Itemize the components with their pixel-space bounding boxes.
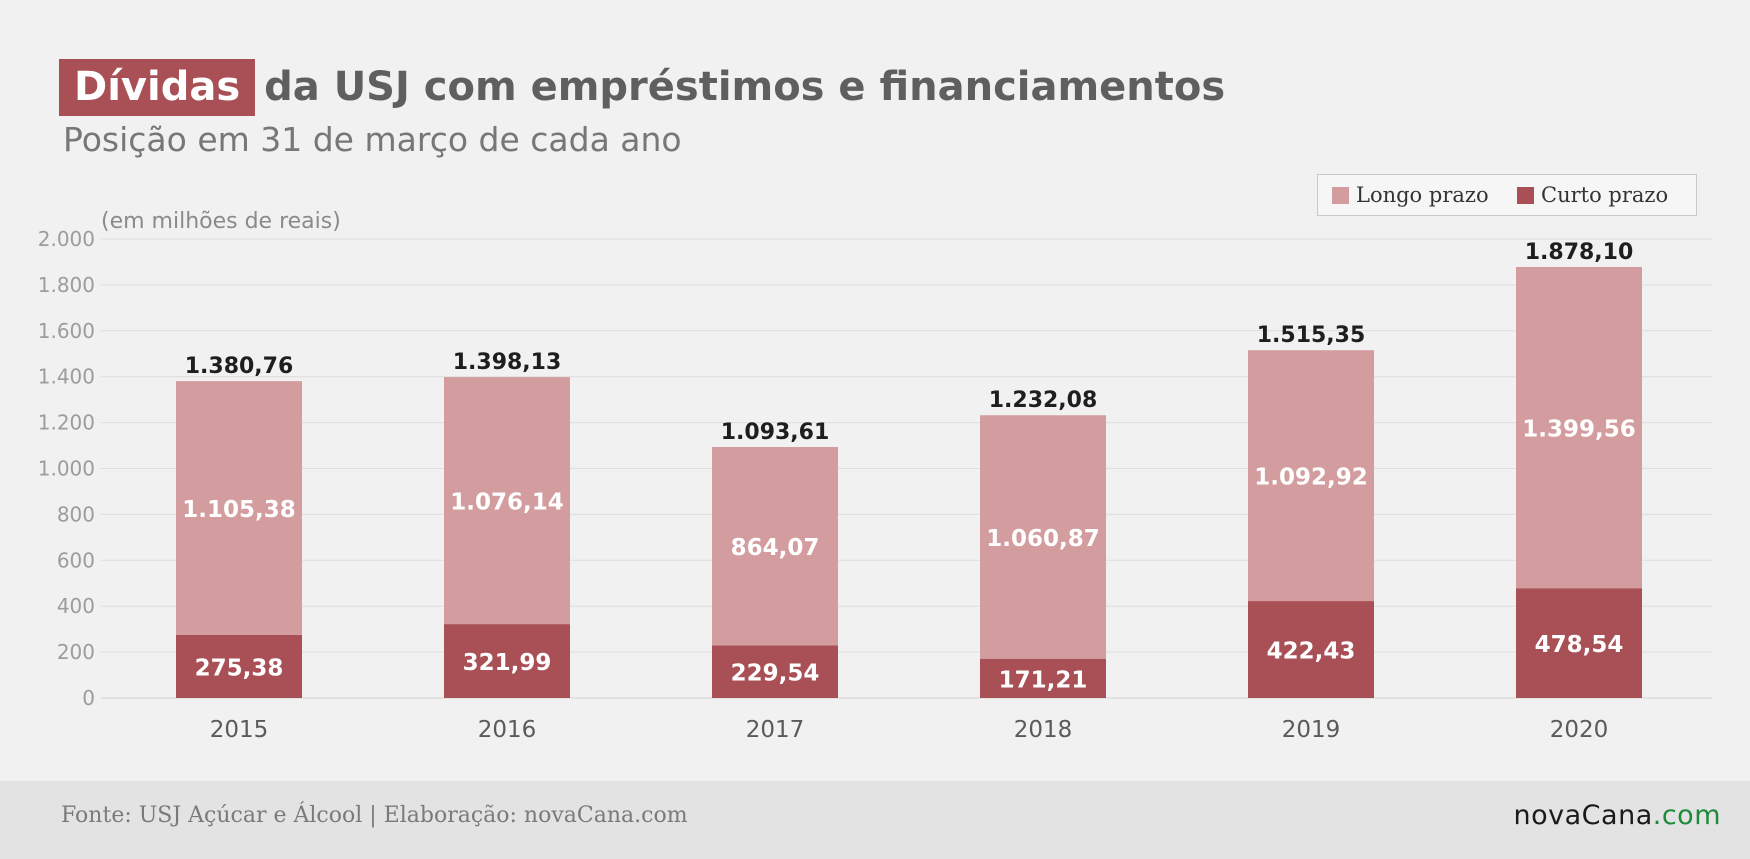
x-tick-label: 2020 [1550, 717, 1609, 743]
y-tick-label: 1.600 [38, 319, 95, 343]
total-label: 1.093,61 [721, 420, 830, 445]
data-label-longo-prazo: 1.399,56 [1522, 417, 1636, 443]
data-label-longo-prazo: 864,07 [731, 535, 820, 561]
novacana-logo: novaCana.com [1514, 800, 1721, 831]
bar-longo-prazo [980, 415, 1106, 659]
data-label-longo-prazo: 1.076,14 [450, 490, 564, 516]
gridlines [101, 238, 1712, 699]
data-label-curto-prazo: 275,38 [195, 655, 284, 681]
x-tick-label: 2016 [478, 717, 537, 743]
x-tick-label: 2017 [746, 717, 805, 743]
bar-longo-prazo [1516, 266, 1642, 589]
bar-longo-prazo [1248, 350, 1374, 602]
y-tick-label: 1.800 [38, 273, 95, 297]
total-label: 1.515,35 [1257, 323, 1366, 348]
total-label: 1.232,08 [989, 388, 1098, 413]
data-label-curto-prazo: 171,21 [999, 667, 1088, 693]
data-label-curto-prazo: 422,43 [1267, 639, 1356, 665]
y-tick-label: 1.000 [38, 457, 95, 481]
data-label-longo-prazo: 1.092,92 [1254, 465, 1368, 491]
y-tick-label: 1.400 [38, 365, 95, 389]
legend-item-curto-prazo: Curto prazo [1517, 175, 1668, 215]
y-axis-tick-labels: 0 200 400 600 800 1.000 1.200 1.400 1.600 1.800 2.… [38, 227, 95, 710]
bar-curto-prazo [444, 624, 570, 698]
footer: Fonte: USJ Açúcar e Álcool | Elaboração:… [0, 781, 1750, 859]
bar-curto-prazo [176, 634, 302, 698]
total-label: 1.878,10 [1525, 240, 1634, 265]
y-tick-label: 400 [57, 594, 95, 618]
data-label-longo-prazo: 1.105,38 [182, 497, 296, 523]
x-tick-label: 2018 [1014, 717, 1073, 743]
data-label-curto-prazo: 321,99 [463, 650, 552, 676]
x-tick-label: 2015 [210, 717, 269, 743]
y-tick-label: 1.200 [38, 411, 95, 435]
y-tick-label: 600 [57, 548, 95, 572]
bar-longo-prazo [444, 377, 570, 625]
bar-curto-prazo [980, 658, 1106, 698]
bars: 275,38 1.105,38 1.380,76 321,99 1.076,14 1.39… [176, 240, 1642, 698]
bar-chart: 0 200 400 600 800 1.000 1.200 1.400 1.600 1.800 2.… [38, 227, 1712, 743]
legend-item-longo-prazo: Longo prazo [1332, 175, 1489, 215]
chart-subtitle: Posição em 31 de março de cada ano [63, 120, 682, 159]
unit-note: (em milhões de reais) [101, 209, 341, 234]
bar-curto-prazo [1516, 588, 1642, 698]
y-tick-label: 200 [57, 640, 95, 664]
title-rest: da USJ com empréstimos e financiamentos [264, 64, 1226, 110]
x-axis-tick-labels: 2015 2016 2017 2018 2019 2020 [210, 717, 1609, 743]
data-label-longo-prazo: 1.060,87 [986, 526, 1100, 552]
legend-label-curto-prazo: Curto prazo [1541, 183, 1669, 207]
source-note: Fonte: USJ Açúcar e Álcool | Elaboração:… [61, 803, 688, 828]
y-tick-label: 800 [57, 502, 95, 526]
legend-swatch-curto-prazo [1517, 186, 1534, 204]
x-tick-label: 2019 [1282, 717, 1341, 743]
bar-longo-prazo [176, 381, 302, 635]
y-tick-label: 0 [82, 686, 95, 710]
data-label-curto-prazo: 229,54 [731, 661, 820, 687]
total-label: 1.380,76 [185, 354, 294, 379]
logo-domain-text: .com [1652, 800, 1721, 831]
bar-curto-prazo [1248, 601, 1374, 698]
title-highlight: Dívidas [59, 59, 256, 116]
data-label-curto-prazo: 478,54 [1535, 632, 1624, 658]
legend: Longo prazo Curto prazo [1317, 174, 1697, 216]
logo-main-text: novaCana [1513, 800, 1653, 831]
chart-title: Dívidas da USJ com empréstimos e financi… [59, 59, 1225, 116]
legend-swatch-longo-prazo [1332, 186, 1349, 204]
bar-longo-prazo [712, 447, 838, 646]
total-label: 1.398,13 [453, 350, 562, 375]
bar-curto-prazo [712, 645, 838, 698]
legend-label-longo-prazo: Longo prazo [1356, 183, 1489, 207]
y-tick-label: 2.000 [38, 227, 95, 251]
